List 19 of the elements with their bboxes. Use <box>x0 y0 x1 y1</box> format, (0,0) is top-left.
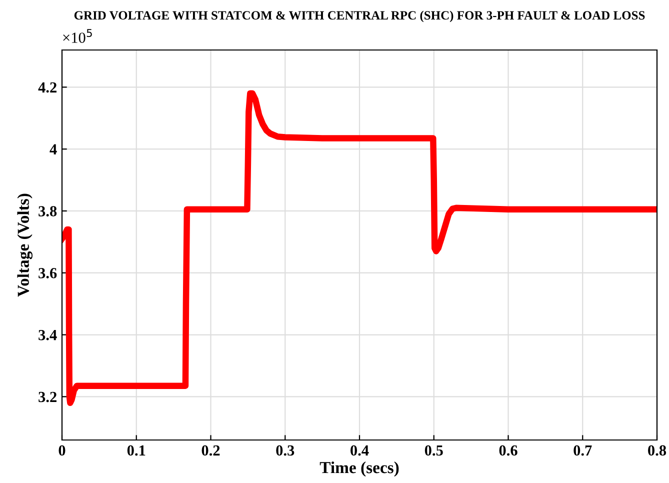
x-tick-label: 0.1 <box>127 445 146 456</box>
x-tick-label: 0.8 <box>648 445 666 456</box>
y-tick-label: 4.2 <box>38 82 56 93</box>
x-axis-title: Time (secs) <box>320 461 399 477</box>
chart-title: GRID VOLTAGE WITH STATCOM & WITH CENTRAL RPC (SHC) FOR 3-PH FAULT & LOAD LOSS <box>74 10 645 22</box>
x-tick-label: 0.7 <box>574 445 592 456</box>
text: ×10$^{5}$ <box>63 29 92 43</box>
y-tick-label: 3.8 <box>38 206 57 216</box>
x-tick-label: 0.5 <box>424 445 443 456</box>
x-tick-label: 0.4 <box>350 445 369 456</box>
x-tick-label: 0.2 <box>202 445 220 456</box>
x-tick-label: 0 <box>58 445 66 456</box>
x-tick-label: 0.6 <box>499 445 518 456</box>
y-tick-label: 3.2 <box>38 392 56 402</box>
y-axis-title: Voltage (Volts) <box>17 194 32 297</box>
y-tick-label: 3.6 <box>38 268 57 278</box>
y-tick-label: 4 <box>50 144 57 154</box>
y-tick-label: 3.4 <box>38 330 57 340</box>
x-tick-label: 0.3 <box>276 445 294 456</box>
